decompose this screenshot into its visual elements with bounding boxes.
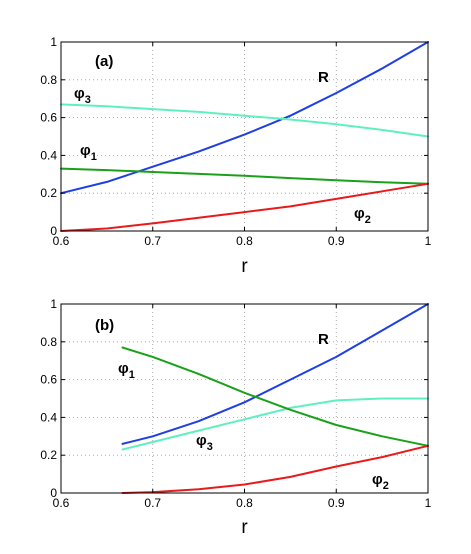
x-tick-label: 1 xyxy=(425,234,432,248)
panel-label: (a) xyxy=(95,53,113,70)
y-tick-label: 0.4 xyxy=(40,148,57,162)
series-label-main: R xyxy=(318,69,329,86)
series-label-subscript: 2 xyxy=(365,214,371,226)
series-line-R xyxy=(121,303,429,445)
series-label-R: R xyxy=(318,331,329,348)
y-tick-label: 0.2 xyxy=(40,186,57,200)
series-label-subscript: 1 xyxy=(91,151,97,163)
x-axis-label: r xyxy=(241,517,248,538)
series-label-R: R xyxy=(318,69,329,86)
series-label-main: φ xyxy=(74,85,85,102)
series-label-subscript: 2 xyxy=(383,480,389,492)
y-tick-label: 1 xyxy=(50,297,57,311)
series-label-main: φ xyxy=(118,360,129,377)
series-line-φ2 xyxy=(121,444,429,494)
x-tick-label: 0.9 xyxy=(328,234,345,248)
y-tick-label: 0.8 xyxy=(40,335,57,349)
series-label-main: φ xyxy=(354,205,365,222)
x-axis-label: r xyxy=(241,256,248,277)
series-line-φ2 xyxy=(60,182,429,232)
x-tick-label: 0.7 xyxy=(144,496,161,510)
series-label-main: R xyxy=(318,331,329,348)
series-line-φ3 xyxy=(60,103,429,138)
series-label-main: φ xyxy=(372,471,383,488)
y-tick-label: 1 xyxy=(50,35,57,49)
series-label-φ3: φ3 xyxy=(196,432,213,453)
series-label-main: φ xyxy=(196,432,207,449)
x-tick-label: 1 xyxy=(425,496,432,510)
y-tick-label: 0.4 xyxy=(40,410,57,424)
y-tick-label: 0.2 xyxy=(40,448,57,462)
series-label-subscript: 3 xyxy=(85,94,91,106)
y-tick-label: 0 xyxy=(50,486,57,500)
series-label-φ3: φ3 xyxy=(74,85,91,106)
series-label-φ1: φ1 xyxy=(118,360,135,381)
series-label-φ1: φ1 xyxy=(80,142,97,163)
series-label-φ2: φ2 xyxy=(372,471,389,492)
x-tick-label: 0.8 xyxy=(236,496,253,510)
x-tick-label: 0.6 xyxy=(53,496,70,510)
series-line-R xyxy=(60,41,429,195)
series-label-subscript: 1 xyxy=(129,369,135,381)
series-label-φ2: φ2 xyxy=(354,205,371,226)
series-label-main: φ xyxy=(80,142,91,159)
series-line-φ3 xyxy=(121,397,429,451)
y-tick-label: 0.6 xyxy=(40,111,57,125)
x-tick-label: 0.9 xyxy=(328,496,345,510)
series-label-subscript: 3 xyxy=(207,441,213,453)
series-line-φ1 xyxy=(60,167,429,185)
x-tick-label: 0.6 xyxy=(53,234,70,248)
y-tick-label: 0 xyxy=(50,224,57,238)
y-tick-label: 0.6 xyxy=(40,373,57,387)
x-tick-label: 0.7 xyxy=(144,234,161,248)
panel-label: (b) xyxy=(95,317,114,334)
series-line-φ1 xyxy=(121,346,429,447)
y-tick-label: 0.8 xyxy=(40,73,57,87)
x-tick-label: 0.8 xyxy=(236,234,253,248)
